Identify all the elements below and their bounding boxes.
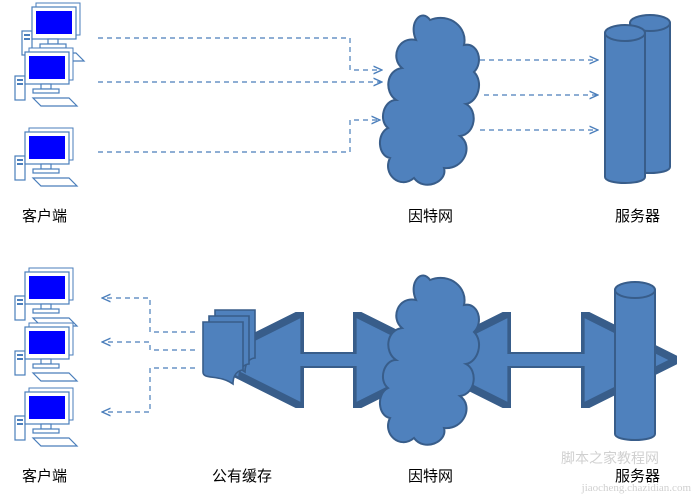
bot-arrow-2 bbox=[102, 342, 195, 350]
bot-cloud bbox=[380, 276, 479, 445]
bot-client-1 bbox=[15, 268, 77, 326]
label-top-server: 服务器 bbox=[615, 205, 660, 226]
label-top-internet: 因特网 bbox=[408, 205, 453, 226]
bot-arrow-1 bbox=[102, 298, 195, 332]
top-server-front bbox=[605, 25, 645, 183]
label-top-client: 客户端 bbox=[22, 205, 67, 226]
top-arrow-3 bbox=[98, 120, 380, 152]
top-cloud bbox=[380, 16, 479, 185]
top-arrow-1 bbox=[98, 38, 382, 70]
top-client-2 bbox=[15, 48, 77, 106]
label-bot-client: 客户端 bbox=[22, 465, 67, 486]
label-bot-internet: 因特网 bbox=[408, 465, 453, 486]
top-client-3 bbox=[15, 128, 77, 186]
bot-arrow-3 bbox=[102, 368, 195, 412]
bot-cache bbox=[203, 310, 255, 384]
label-bot-cache: 公有缓存 bbox=[212, 465, 272, 486]
label-bot-server: 服务器 bbox=[615, 465, 660, 486]
bot-client-3 bbox=[15, 388, 77, 446]
bot-server bbox=[615, 282, 655, 440]
bot-client-2 bbox=[15, 323, 77, 381]
